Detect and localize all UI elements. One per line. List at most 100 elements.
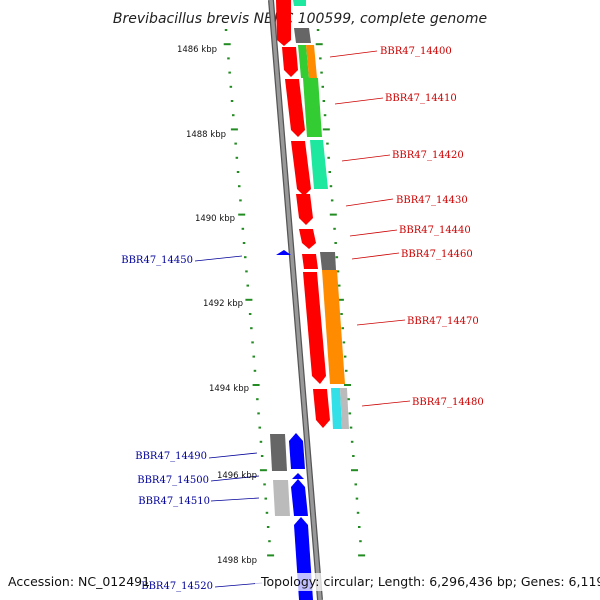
gene-block-light-gray[interactable] — [273, 480, 290, 516]
scale-tick — [246, 284, 249, 287]
gene-arrow-red[interactable] — [313, 389, 330, 428]
scale-tick — [236, 171, 240, 173]
scale-ticks — [223, 29, 366, 557]
gene-label[interactable]: BBR47_14420 — [392, 150, 464, 161]
scale-tick — [250, 327, 253, 330]
scale-tick — [329, 185, 333, 188]
scale-tick — [356, 511, 360, 514]
scale-tick — [322, 128, 330, 131]
scale-tick — [245, 298, 253, 301]
scale-tick — [335, 256, 339, 259]
scale-tick — [358, 554, 366, 557]
scale-tick — [326, 142, 329, 145]
gene-block-orange[interactable] — [306, 45, 317, 78]
scale-tick — [223, 43, 231, 46]
scale-tick — [351, 469, 358, 472]
gene-block-gray[interactable] — [320, 252, 336, 270]
gene-label[interactable]: BBR47_14470 — [407, 316, 479, 327]
gene-block-red[interactable] — [302, 254, 318, 269]
gene-arrow-red[interactable] — [291, 141, 311, 196]
scale-label: 1498 kbp — [217, 556, 257, 566]
scale-tick — [352, 455, 355, 457]
accession-text: Accession: NC_012491 — [8, 574, 150, 589]
scale-tick — [253, 369, 257, 372]
gene-block-gray[interactable] — [294, 28, 311, 43]
scale-tick — [259, 440, 263, 443]
gene-block-cyan[interactable] — [331, 388, 342, 429]
scale-tick — [227, 57, 230, 60]
scale-tick — [358, 526, 361, 528]
gene-label[interactable]: BBR47_14450 — [121, 255, 193, 266]
gene-block-light-gray[interactable] — [340, 388, 349, 429]
gene-label[interactable]: BBR47_14400 — [380, 46, 452, 57]
gene-arrow-blue[interactable] — [289, 433, 305, 469]
gene-label[interactable]: BBR47_14460 — [401, 249, 473, 260]
scale-tick — [251, 341, 254, 344]
scale-tick — [342, 341, 346, 344]
scale-tick — [330, 199, 334, 202]
scale-tick — [323, 114, 327, 117]
scale-tick — [341, 327, 344, 330]
gene-arrow-red[interactable] — [303, 272, 326, 384]
gene-arrow-red[interactable] — [299, 229, 316, 249]
map-title: Brevibacillus brevis NBRC 100599, comple… — [113, 11, 487, 27]
scale-tick — [265, 511, 269, 514]
scale-tick — [267, 554, 275, 557]
gene-label[interactable]: BBR47_14410 — [385, 93, 457, 104]
gene-label[interactable]: BBR47_14480 — [412, 397, 484, 408]
gene-label[interactable]: BBR47_14520 — [141, 581, 213, 592]
scale-tick — [230, 100, 234, 102]
gene-block-green[interactable] — [303, 78, 322, 137]
scale-label: 1488 kbp — [186, 130, 226, 140]
scale-tick — [238, 185, 241, 188]
scale-tick — [350, 440, 354, 443]
scale-tick — [234, 142, 237, 145]
scale-tick — [334, 242, 337, 244]
scale-tick — [329, 213, 337, 216]
scale-tick — [263, 483, 266, 486]
gene-label[interactable]: BBR47_14430 — [396, 195, 468, 206]
scale-tick — [224, 29, 228, 31]
gene-arrow-blue[interactable] — [291, 479, 308, 516]
scale-tick — [264, 497, 267, 500]
gene-label[interactable]: BBR47_14500 — [137, 475, 209, 486]
scale-label: 1492 kbp — [203, 299, 243, 309]
scale-tick — [340, 313, 343, 315]
gene-block-teal[interactable] — [310, 140, 328, 189]
scale-tick — [345, 369, 348, 372]
gene-label[interactable]: BBR47_14490 — [135, 451, 207, 462]
gene-arrow-red[interactable] — [296, 194, 313, 225]
label-leaders — [194, 50, 411, 588]
scale-tick — [333, 227, 336, 230]
scale-tick — [244, 256, 247, 259]
scale-tick — [238, 213, 246, 216]
gene-label[interactable]: BBR47_14510 — [138, 496, 210, 507]
gene-arrow-blue-small[interactable] — [292, 473, 304, 479]
scale-tick — [259, 469, 267, 472]
scale-tick — [242, 242, 246, 244]
gene-arrow-red[interactable] — [276, 0, 291, 46]
scale-tick — [245, 270, 248, 273]
scale-tick — [229, 85, 233, 88]
scale-tick — [336, 270, 340, 273]
gene-block-teal[interactable] — [293, 0, 306, 6]
scale-tick — [232, 114, 235, 117]
gene-label[interactable]: BBR47_14440 — [399, 225, 471, 236]
scale-tick — [257, 412, 260, 415]
scale-tick — [327, 156, 330, 159]
scale-tick — [354, 483, 357, 486]
gene-block-gray[interactable] — [270, 434, 287, 471]
scale-tick — [319, 57, 322, 60]
scale-tick — [355, 497, 359, 500]
gene-block-green[interactable] — [298, 45, 309, 78]
gene-arrow-blue-small[interactable] — [276, 250, 291, 255]
scale-label: 1486 kbp — [177, 45, 217, 55]
gene-block-orange[interactable] — [322, 270, 345, 384]
scale-tick — [228, 71, 231, 74]
gene-arrow-red[interactable] — [285, 79, 305, 137]
gene-arrow-red[interactable] — [282, 47, 298, 77]
scale-label: 1490 kbp — [195, 214, 235, 224]
scale-tick — [268, 540, 271, 543]
